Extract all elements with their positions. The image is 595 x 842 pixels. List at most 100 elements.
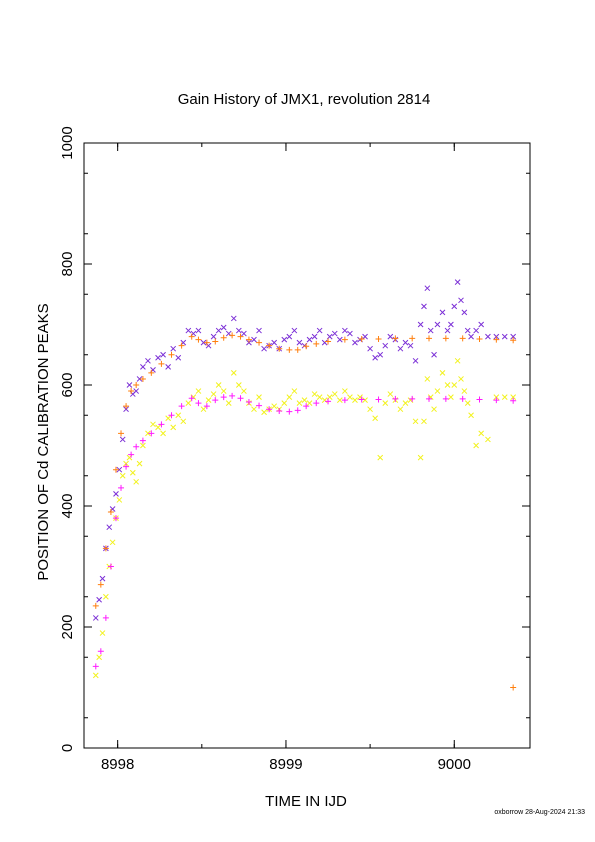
data-point <box>347 394 353 400</box>
data-point <box>170 345 177 352</box>
x-tick-label: 8999 <box>269 756 302 773</box>
data-point <box>195 388 202 394</box>
data-point <box>220 394 227 401</box>
data-point <box>387 333 394 340</box>
data-point <box>102 545 109 552</box>
data-point <box>431 351 437 358</box>
x-tick-label: 8998 <box>101 756 134 773</box>
data-point <box>434 321 441 328</box>
data-point <box>439 370 446 376</box>
data-point <box>286 408 293 415</box>
data-point <box>210 333 217 340</box>
data-point <box>128 388 135 395</box>
data-point <box>485 436 491 443</box>
data-point <box>133 443 140 450</box>
data-point <box>306 336 313 343</box>
data-point <box>200 406 207 413</box>
data-point <box>510 394 517 400</box>
data-point <box>123 460 129 467</box>
data-point <box>281 336 288 343</box>
data-point <box>461 388 468 394</box>
data-point <box>256 394 262 400</box>
data-point <box>382 342 389 349</box>
data-point <box>261 409 267 416</box>
data-point <box>220 324 227 331</box>
data-point <box>99 630 106 636</box>
data-point <box>325 338 332 345</box>
data-point <box>377 351 384 358</box>
data-point <box>158 421 165 428</box>
data-point <box>185 327 192 334</box>
data-point <box>188 395 195 402</box>
data-point <box>417 321 424 328</box>
data-point <box>459 395 466 402</box>
data-point <box>133 382 140 388</box>
data-point <box>316 327 323 334</box>
data-point <box>342 388 348 394</box>
data-point <box>126 382 133 388</box>
data-point <box>112 515 119 522</box>
data-point <box>145 357 151 364</box>
data-point <box>251 406 257 413</box>
data-point <box>212 397 219 404</box>
data-point <box>362 333 368 340</box>
series-4 <box>510 684 517 691</box>
data-point <box>296 400 303 407</box>
data-point <box>97 581 104 588</box>
data-point <box>313 400 320 407</box>
data-point <box>99 575 106 582</box>
data-point <box>372 415 379 422</box>
data-point <box>501 394 508 400</box>
data-point <box>195 400 202 407</box>
data-point <box>431 406 437 413</box>
data-point <box>205 397 212 403</box>
data-point <box>96 596 103 603</box>
x-axis-label: TIME IN IJD <box>265 793 347 810</box>
data-point <box>266 406 273 413</box>
data-point <box>358 336 365 343</box>
data-point <box>336 397 343 403</box>
data-point <box>168 412 175 419</box>
data-point <box>442 335 449 342</box>
data-point <box>251 336 257 343</box>
data-point <box>426 335 433 342</box>
data-point <box>448 394 454 400</box>
data-point <box>185 400 192 407</box>
data-point <box>377 454 384 461</box>
data-point <box>392 335 399 342</box>
data-point <box>341 336 348 343</box>
data-point <box>434 388 441 394</box>
y-tick-label: 0 <box>59 744 76 752</box>
data-point <box>92 663 99 670</box>
data-point <box>210 391 217 397</box>
data-point <box>331 391 338 397</box>
data-point <box>325 398 332 405</box>
data-point <box>220 388 227 394</box>
data-point <box>246 339 252 346</box>
data-point <box>241 330 247 337</box>
data-point <box>165 415 172 422</box>
data-point <box>442 395 449 402</box>
data-point <box>178 342 185 349</box>
data-point <box>139 437 146 444</box>
data-point <box>303 343 310 350</box>
series-1 <box>92 357 517 679</box>
data-point <box>160 430 166 437</box>
data-point <box>352 397 358 403</box>
data-point <box>382 400 389 407</box>
data-point <box>316 394 323 400</box>
data-point <box>92 602 99 609</box>
data-point <box>220 334 227 341</box>
data-point <box>444 327 451 334</box>
data-point <box>107 509 114 516</box>
data-point <box>140 442 146 449</box>
data-point <box>313 340 320 347</box>
data-point <box>178 403 185 410</box>
data-point <box>203 403 210 410</box>
data-point <box>109 539 116 546</box>
data-point <box>150 421 156 428</box>
data-point <box>175 412 182 419</box>
data-point <box>145 430 151 437</box>
data-point <box>123 406 129 413</box>
data-point <box>170 424 177 431</box>
